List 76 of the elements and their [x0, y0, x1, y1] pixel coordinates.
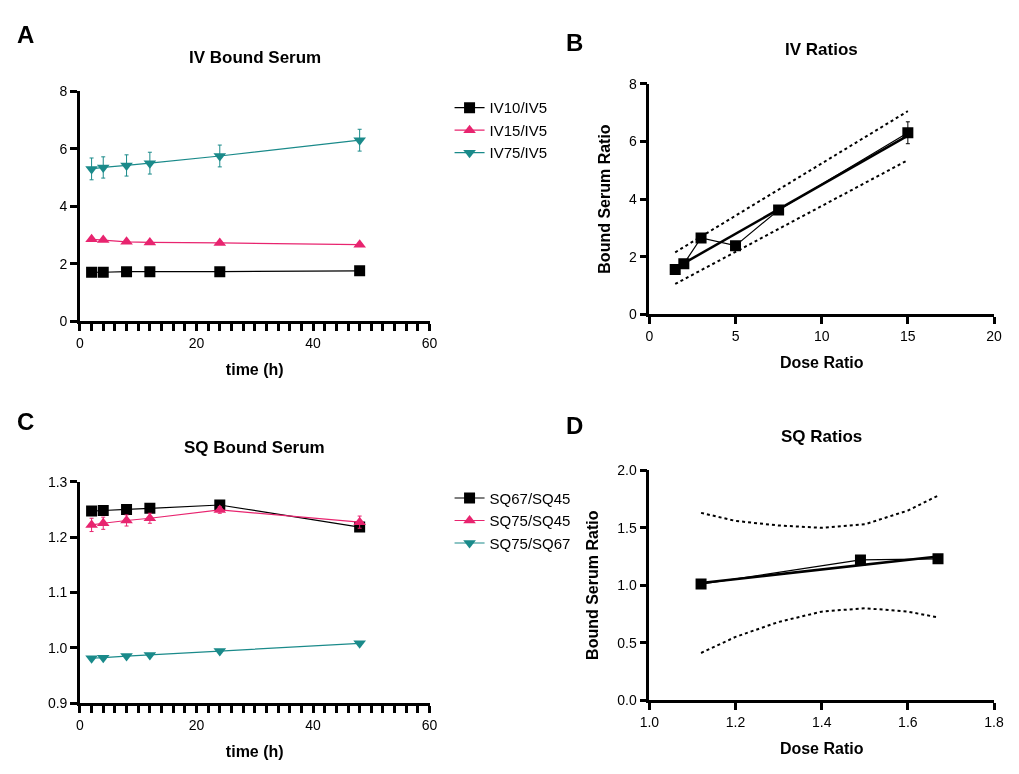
y-axis-title: Bound Serum Ratio	[595, 124, 613, 274]
y-tick-label: 2	[59, 255, 68, 272]
point	[214, 266, 226, 278]
y-tick-label: 1.5	[617, 519, 638, 536]
line-series	[700, 494, 940, 529]
legend-label: SQ75/SQ45	[489, 512, 571, 530]
point	[86, 505, 98, 517]
point	[144, 266, 156, 278]
y-tick-label: 0	[629, 306, 638, 323]
y-axis-title: Bound Serum Ratio	[584, 510, 602, 660]
point	[121, 266, 133, 278]
x-axis-title: time (h)	[225, 743, 284, 761]
x-tick-label: 60	[421, 716, 438, 733]
y-tick-label: 0	[59, 312, 68, 329]
x-tick-label: 0	[645, 327, 654, 344]
y-tick-label: 0.5	[617, 634, 638, 651]
point	[86, 266, 98, 278]
y-tick-label: 1.1	[47, 584, 68, 601]
chart-title: SQ Bound Serum	[184, 438, 325, 457]
chart-title: IV Ratios	[785, 40, 858, 59]
point	[96, 654, 110, 664]
point	[144, 502, 156, 514]
point	[695, 232, 707, 244]
x-axis-title: time (h)	[225, 361, 284, 379]
x-tick-label: 1.4	[811, 713, 832, 730]
y-tick-label: 6	[59, 140, 68, 157]
x-tick-label: 40	[305, 334, 322, 351]
legend-label: IV10/IV5	[489, 99, 548, 117]
x-tick-label: 20	[986, 327, 1003, 344]
y-tick-label: 0.0	[617, 691, 638, 708]
x-tick-label: 40	[305, 716, 322, 733]
chart-title: IV Bound Serum	[189, 48, 322, 67]
y-tick-label: 4	[629, 190, 638, 207]
x-tick-label: 0	[76, 334, 85, 351]
y-tick-label: 1.0	[47, 639, 68, 656]
y-tick-label: 2	[629, 248, 638, 265]
x-axis-title: Dose Ratio	[779, 740, 864, 758]
y-tick-label: 2.0	[617, 462, 638, 479]
y-tick-label: 8	[629, 75, 638, 92]
point	[143, 236, 157, 246]
point	[121, 503, 133, 515]
point	[97, 266, 109, 278]
x-tick-label: 20	[188, 334, 205, 351]
y-tick-label: 1.3	[47, 473, 68, 490]
legend-label: SQ67/SQ45	[489, 489, 571, 507]
legend-label: SQ75/SQ67	[489, 534, 571, 552]
y-tick-label: 1.0	[617, 577, 638, 594]
x-tick-label: 20	[188, 716, 205, 733]
y-tick-label: 1.2	[47, 528, 68, 545]
legend-label: IV15/IV5	[489, 121, 548, 139]
x-axis-title: Dose Ratio	[779, 354, 864, 372]
y-tick-label: 0.9	[47, 694, 68, 711]
y-tick-label: 8	[59, 83, 68, 100]
legend-label: IV75/IV5	[489, 144, 548, 162]
text: C	[17, 408, 35, 435]
x-tick-label: 10	[813, 327, 830, 344]
point	[97, 505, 109, 517]
x-tick-label: 5	[731, 327, 740, 344]
x-tick-label: 15	[900, 327, 916, 344]
x-tick-label: 60	[421, 334, 438, 351]
text: A	[17, 21, 35, 48]
y-tick-label: 6	[629, 133, 638, 150]
text: D	[566, 412, 584, 439]
x-tick-label: 1.8	[984, 713, 1004, 730]
point	[902, 127, 914, 139]
y-tick-label: 4	[59, 198, 68, 215]
point	[354, 265, 366, 277]
point	[120, 514, 133, 524]
point	[932, 553, 944, 565]
chart-title: SQ Ratios	[781, 427, 863, 446]
x-tick-label: 1.6	[898, 713, 918, 730]
x-tick-label: 0	[76, 716, 85, 733]
point	[730, 240, 742, 252]
x-tick-label: 1.2	[725, 713, 746, 730]
point	[143, 512, 157, 522]
text: B	[566, 29, 584, 56]
